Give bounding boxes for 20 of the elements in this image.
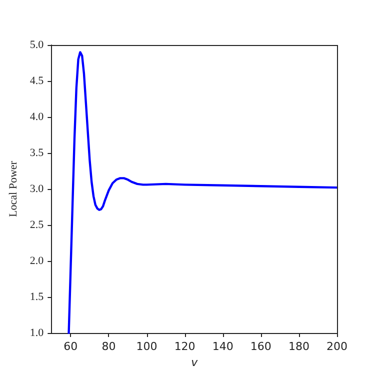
x-tick-label: 120 bbox=[174, 340, 196, 353]
x-tick-label: 140 bbox=[212, 340, 234, 353]
y-tick-label: 3.5 bbox=[30, 147, 44, 159]
x-tick-label: 100 bbox=[136, 340, 158, 353]
y-tick-label: 5.0 bbox=[30, 39, 44, 51]
x-tick-label: 180 bbox=[288, 340, 310, 353]
x-tick-label: 80 bbox=[102, 340, 116, 353]
y-tick-label: 3.0 bbox=[30, 183, 44, 195]
x-tick-label: 60 bbox=[64, 340, 78, 353]
line-series bbox=[68, 51, 338, 334]
y-tick-label: 4.0 bbox=[30, 111, 44, 123]
x-tick-label: 200 bbox=[326, 340, 348, 353]
y-tick-label: 2.5 bbox=[30, 219, 44, 231]
x-axis-title: v bbox=[191, 356, 198, 369]
y-tick-label: 1.0 bbox=[30, 327, 44, 339]
y-axis-title: Local Power bbox=[8, 160, 20, 217]
y-tick-label: 4.5 bbox=[30, 75, 44, 87]
y-tick-label: 2.0 bbox=[30, 255, 44, 267]
y-tick-label: 1.5 bbox=[30, 291, 44, 303]
x-tick-label: 160 bbox=[250, 340, 272, 353]
